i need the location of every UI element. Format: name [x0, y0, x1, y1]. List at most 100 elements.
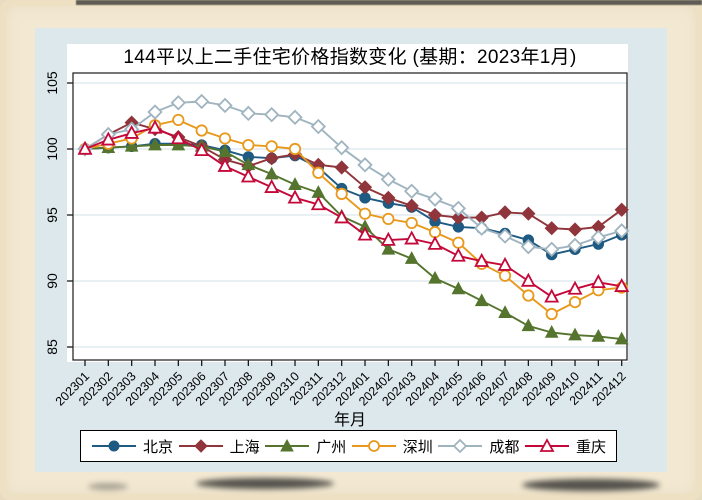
series-guangzhou-marker	[288, 177, 302, 190]
series-chengdu-marker	[310, 118, 327, 135]
series-chongqing-marker	[170, 130, 186, 145]
diamond-marker-icon	[193, 439, 208, 453]
legend-label-shanghai: 上海	[229, 438, 260, 456]
series-chengdu-marker	[614, 223, 630, 239]
series-chengdu-marker	[147, 104, 163, 120]
series-chongqing-marker	[544, 288, 560, 303]
triangle-marker-icon	[539, 438, 555, 452]
series-shanghai-marker	[357, 180, 373, 195]
series-chongqing-marker	[264, 178, 280, 193]
series-chongqing-marker	[100, 131, 116, 146]
legend-item-shanghai: 上海	[178, 436, 260, 457]
series-shanghai-marker	[544, 221, 559, 236]
legend-swatch-shanghai	[178, 439, 223, 453]
chart-title: 144平以上二手住宅价格指数变化 (基期：2023年1月)	[123, 47, 577, 68]
x-axis-title: 年月	[333, 412, 366, 429]
series-chengdu-marker	[334, 140, 350, 156]
series-chengdu-marker	[590, 229, 607, 246]
series-chongqing-marker	[567, 280, 583, 295]
series-chongqing-marker	[310, 196, 326, 211]
photo-smudge	[196, 478, 334, 489]
series-chongqing-marker	[124, 124, 140, 139]
diamond-marker-icon	[453, 438, 468, 454]
series-chongqing-marker	[240, 168, 256, 183]
series-guangzhou-marker	[218, 144, 232, 157]
legend-label-chongqing: 重庆	[575, 438, 606, 456]
y-tick-label: 85	[44, 339, 60, 355]
legend: 北京 上海 广州 深圳 成都 重庆	[80, 430, 617, 462]
series-shenzhen-marker	[312, 166, 325, 179]
series-chongqing-marker	[590, 274, 606, 289]
series-shanghai-marker	[427, 207, 443, 223]
series-chongqing-marker	[404, 230, 420, 245]
series-chongqing-marker	[497, 256, 513, 271]
series-shenzhen-marker	[242, 138, 255, 152]
series-shenzhen-marker	[382, 212, 395, 226]
series-shenzhen-marker	[498, 269, 512, 282]
series-chengdu-marker	[194, 93, 210, 110]
series-chengdu-marker	[497, 228, 513, 244]
series-shenzhen-marker	[568, 296, 582, 309]
photo-smudge	[88, 483, 128, 490]
series-shenzhen-marker	[265, 140, 278, 153]
series-chengdu-marker	[240, 105, 257, 122]
series-shenzhen-marker	[172, 113, 185, 127]
series-chengdu-marker	[567, 237, 583, 254]
photo-smudge	[522, 479, 660, 491]
series-chongqing-marker	[614, 277, 630, 292]
series-line-guangzhou	[84, 144, 622, 341]
series-shenzhen-marker	[358, 207, 372, 220]
series-guangzhou-marker	[264, 166, 279, 180]
y-tick-label: 100	[44, 137, 60, 161]
series-guangzhou-marker	[614, 331, 629, 345]
plot-background	[67, 44, 628, 362]
series-chengdu-marker	[287, 109, 303, 125]
legend-label-shenzhen: 深圳	[402, 438, 433, 456]
series-shanghai-marker	[567, 222, 583, 237]
photo-edge-artifact	[76, 0, 702, 5]
y-tick-label: 105	[44, 71, 60, 95]
series-shanghai-marker	[497, 205, 513, 220]
series-guangzhou-marker	[124, 138, 139, 152]
series-shanghai-marker	[334, 160, 349, 175]
series-shanghai-marker	[264, 151, 279, 166]
series-guangzhou-marker	[404, 251, 419, 264]
series-chongqing-marker	[520, 272, 536, 287]
series-guangzhou-marker	[451, 281, 466, 295]
series-line-shanghai	[84, 121, 623, 231]
series-chengdu-marker	[170, 95, 187, 111]
series-chongqing-marker	[334, 209, 350, 224]
legend-swatch-guangzhou	[265, 438, 310, 452]
series-chengdu-marker	[404, 183, 420, 199]
series-guangzhou-marker	[521, 318, 536, 332]
legend-swatch-chengdu	[438, 438, 483, 454]
series-shenzhen-marker	[545, 307, 558, 321]
series-guangzhou-marker	[171, 137, 186, 151]
series-shenzhen-marker	[218, 132, 232, 145]
series-chengdu-marker	[357, 157, 373, 173]
series-guangzhou-marker	[544, 325, 559, 338]
legend-item-guangzhou: 广州	[264, 436, 346, 457]
legend-swatch-shenzhen	[351, 440, 396, 452]
series-shenzhen-marker	[195, 124, 208, 137]
legend-swatch-beijing	[92, 440, 136, 452]
series-shenzhen-marker	[522, 289, 535, 302]
series-chongqing-marker	[147, 119, 163, 134]
series-chengdu-marker	[264, 107, 280, 123]
series-chongqing-marker	[77, 140, 93, 155]
series-shenzhen-marker	[405, 216, 418, 230]
series-guangzhou-marker	[498, 305, 512, 318]
legend-item-beijing: 北京	[91, 436, 173, 457]
legend-item-chongqing: 重庆	[524, 436, 606, 457]
series-chongqing-marker	[194, 142, 210, 157]
series-guangzhou-marker	[474, 293, 489, 307]
legend-label-guangzhou: 广州	[316, 438, 347, 456]
series-guangzhou-marker	[591, 328, 606, 342]
series-chongqing-marker	[427, 235, 443, 250]
circle-marker-icon	[367, 440, 380, 452]
series-shanghai-marker	[451, 210, 466, 225]
series-shenzhen-marker	[288, 142, 302, 156]
series-chongqing-marker	[380, 231, 396, 246]
